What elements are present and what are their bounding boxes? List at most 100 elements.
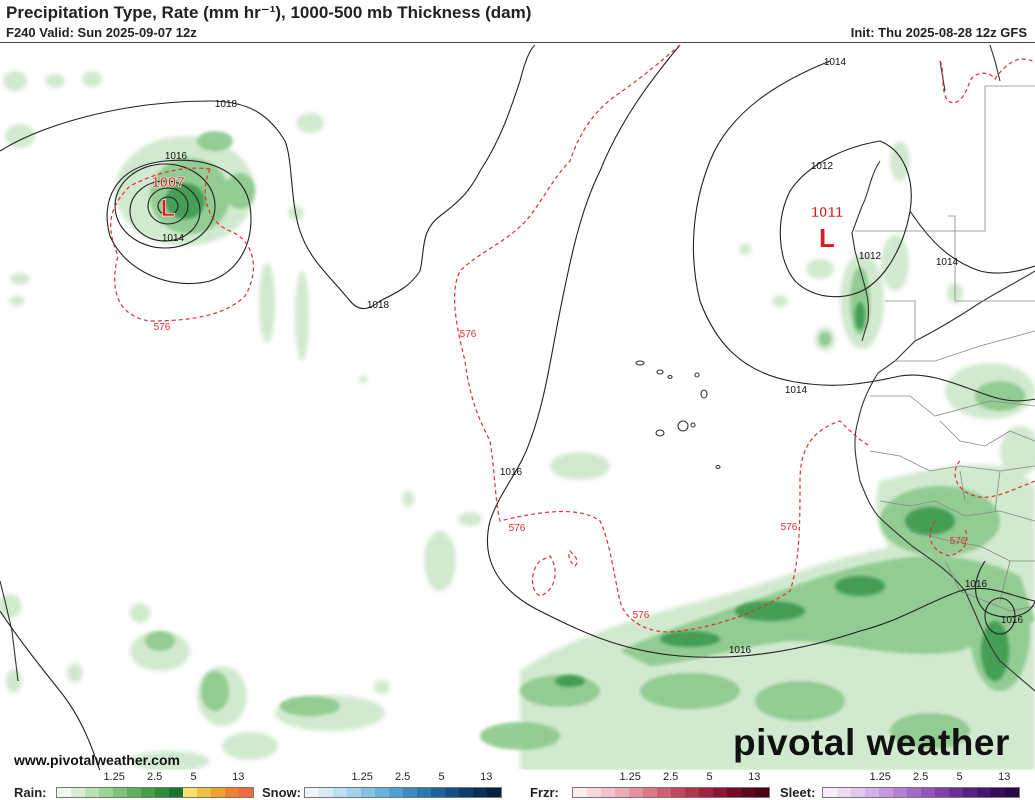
legend-swatch (417, 788, 431, 797)
header: Precipitation Type, Rate (mm hr⁻¹), 1000… (0, 0, 1035, 42)
thickness-label: 576 (154, 322, 171, 333)
legend-swatch (431, 788, 445, 797)
low-pressure-symbol: L (819, 223, 835, 253)
low-pressure-symbol: L (161, 195, 176, 222)
coastlines (0, 44, 1035, 692)
thickness-labels: 576 576 576 576 576 576 (154, 322, 967, 621)
legend-tick: 13 (232, 771, 245, 783)
legend-swatch (141, 788, 155, 797)
isobar-label: 1016 (165, 151, 188, 162)
legend-rain: Rain: 1.25 2.5 5 13 (14, 770, 254, 800)
legend-color-bar (572, 787, 770, 798)
map-title: Precipitation Type, Rate (mm hr⁻¹), 1000… (6, 3, 532, 22)
legend-ticks: 1.25 2.5 5 13 (304, 771, 502, 785)
isobar-label: 1014 (936, 257, 959, 268)
legend-swatch (963, 788, 977, 797)
legend-swatch (305, 788, 319, 797)
isobar-label: 1014 (785, 385, 808, 396)
legend-swatch (741, 788, 755, 797)
isobars (0, 44, 1035, 770)
isobar-label: 1012 (859, 251, 882, 262)
website-url[interactable]: www.pivotalweather.com (14, 752, 180, 768)
legend-swatch (1005, 788, 1019, 797)
isobar-label: 1016 (729, 645, 752, 656)
legend-swatch (893, 788, 907, 797)
legend-swatch (935, 788, 949, 797)
legend-tick: 1.25 (869, 771, 891, 783)
legend-tick: 1.25 (103, 771, 125, 783)
isobar-label: 1012 (811, 161, 834, 172)
legend-swatch (587, 788, 601, 797)
legend-swatch (573, 788, 587, 797)
legend-swatch (977, 788, 991, 797)
legend-swatch (629, 788, 643, 797)
legend-ticks: 1.25 2.5 5 13 (572, 771, 770, 785)
legend-sleet: Sleet: 1.25 2.5 5 13 (780, 770, 1020, 800)
legend-swatch (347, 788, 361, 797)
legend-swatch (699, 788, 713, 797)
legend-swatch (459, 788, 473, 797)
legend-tick: 13 (748, 771, 761, 783)
legend-swatch (671, 788, 685, 797)
legend-swatch (851, 788, 865, 797)
legend-swatch (319, 788, 333, 797)
low-pressure-1007[interactable]: 1007 L (151, 174, 185, 223)
legend-swatch (127, 788, 141, 797)
legend-tick: 5 (438, 771, 445, 783)
legend-swatch (197, 788, 211, 797)
legend-swatch (113, 788, 127, 797)
legend-swatch (615, 788, 629, 797)
isobar-label: 1018 (367, 300, 390, 311)
legend-swatch (403, 788, 417, 797)
legend-swatch (657, 788, 671, 797)
legend-label: Sleet: (780, 785, 816, 800)
legend-tick: 13 (480, 771, 493, 783)
init-time: Init: Thu 2025-08-28 12z GFS (850, 25, 1027, 40)
legend-swatch (169, 788, 183, 797)
legend-tick: 2.5 (395, 771, 411, 783)
legend-tick: 5 (706, 771, 713, 783)
legend-swatch (99, 788, 113, 797)
legend-swatch (991, 788, 1005, 797)
legend-color-bar (304, 787, 502, 798)
legend-swatch (865, 788, 879, 797)
precip-legend: Rain: 1.25 2.5 5 13 Snow: 1.25 2.5 5 13 Frzr: 1.25 2… (0, 770, 1035, 800)
thickness-576 (110, 44, 1035, 633)
legend-swatch (361, 788, 375, 797)
legend-ticks: 1.25 2.5 5 13 (822, 771, 1020, 785)
legend-label: Snow: (262, 785, 301, 800)
isobar-label: 1018 (215, 99, 238, 110)
legend-tick: 2.5 (913, 771, 929, 783)
legend-swatch (239, 788, 253, 797)
legend-swatch (755, 788, 769, 797)
brand-logo: pivotal weather (733, 722, 1010, 763)
legend-tick: 5 (956, 771, 963, 783)
legend-swatch (921, 788, 935, 797)
low-pressure-1011[interactable]: 1011 L (810, 204, 844, 253)
legend-swatch (333, 788, 347, 797)
legend-swatch (643, 788, 657, 797)
legend-tick: 2.5 (663, 771, 679, 783)
legend-frzr: Frzr: 1.25 2.5 5 13 (530, 770, 770, 800)
legend-swatch (713, 788, 727, 797)
legend-swatch (685, 788, 699, 797)
legend-swatch (225, 788, 239, 797)
legend-ticks: 1.25 2.5 5 13 (56, 771, 254, 785)
thickness-label: 576 (950, 536, 967, 547)
legend-swatch (473, 788, 487, 797)
legend-swatch (57, 788, 71, 797)
legend-swatch (375, 788, 389, 797)
legend-tick: 13 (998, 771, 1011, 783)
legend-swatch (601, 788, 615, 797)
thickness-label: 576 (509, 523, 526, 534)
legend-swatch (85, 788, 99, 797)
legend-swatch (183, 788, 197, 797)
legend-tick: 5 (190, 771, 197, 783)
legend-swatch (155, 788, 169, 797)
isobar-label: 1014 (162, 233, 185, 244)
thickness-label: 576 (460, 329, 477, 340)
weather-map[interactable]: 1018 1016 1014 1018 1014 1012 1012 1014 … (0, 42, 1035, 770)
isobar-label: 1016 (1001, 615, 1024, 626)
legend-label: Frzr: (530, 785, 559, 800)
isobar-label: 1014 (824, 57, 847, 68)
